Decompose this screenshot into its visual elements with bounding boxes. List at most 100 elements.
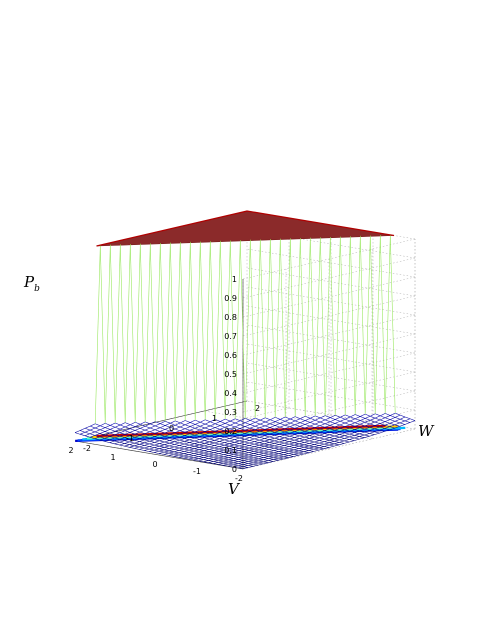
grid-line-z: [246, 362, 416, 392]
mesh-line: [329, 426, 335, 430]
mesh-line: [278, 454, 284, 457]
mesh-line: [375, 413, 381, 417]
mesh-line: [115, 427, 121, 430]
mesh-line: [89, 435, 95, 438]
mesh-line: [354, 429, 360, 432]
z-tick-label: 0.1: [224, 446, 237, 455]
mesh-line: [259, 437, 265, 439]
mesh-line: [263, 452, 269, 455]
mesh-line: [183, 455, 189, 458]
mesh-line: [194, 426, 201, 429]
mesh-line: [339, 426, 345, 429]
mesh-line: [169, 448, 175, 450]
mesh-line: [218, 452, 224, 454]
mesh-line: [329, 441, 335, 443]
mesh-line: [349, 435, 355, 438]
mesh-line: [124, 445, 130, 448]
mesh-line: [379, 421, 386, 424]
mesh-line: [299, 441, 305, 443]
mesh-line: [140, 424, 146, 427]
mesh-line: [278, 456, 284, 459]
mesh-line: [204, 429, 210, 432]
mesh-line: [188, 453, 194, 455]
mesh-line: [269, 435, 275, 438]
mesh-line: [349, 425, 355, 429]
grid-line-z: [246, 229, 416, 259]
mesh-line: [384, 426, 390, 429]
mesh-line: [209, 446, 215, 449]
mesh-line: [190, 419, 196, 423]
mesh-line: [274, 435, 280, 437]
mesh-line: [218, 451, 224, 453]
mesh-line: [339, 422, 346, 426]
mesh-line: [304, 439, 310, 442]
mesh-line: [184, 451, 190, 453]
mesh-line: [233, 463, 239, 466]
mesh-line: [189, 447, 195, 449]
mesh-line: [309, 441, 315, 444]
mesh-line: [298, 450, 304, 452]
mesh-line: [164, 429, 170, 432]
mesh-line: [233, 462, 239, 464]
mesh-line: [124, 438, 130, 441]
mesh-line: [174, 445, 180, 448]
mesh-line: [248, 455, 254, 458]
mesh-line: [89, 433, 95, 436]
mesh-line: [150, 243, 156, 422]
mesh-line: [189, 445, 195, 448]
mesh-line: [144, 423, 151, 427]
mesh-line: [283, 449, 289, 452]
mesh-line: [258, 455, 264, 457]
mesh-line: [203, 455, 209, 458]
mesh-line: [279, 445, 285, 448]
mesh-line: [315, 415, 321, 419]
mesh-line: [263, 459, 269, 461]
mesh-line: [319, 425, 325, 428]
mesh-line: [200, 241, 206, 420]
mesh-line: [125, 426, 131, 429]
mesh-line: [189, 433, 195, 436]
mesh-line: [293, 451, 299, 454]
mesh-line: [144, 439, 150, 442]
mesh-line: [149, 440, 155, 443]
mesh-line: [249, 432, 255, 435]
mesh-line: [174, 446, 180, 449]
mesh-line: [285, 421, 291, 424]
mesh-line: [279, 444, 285, 446]
mesh-line: [180, 422, 186, 426]
mesh-line: [169, 449, 175, 452]
mesh-line: [224, 424, 231, 428]
mesh-line: [134, 243, 141, 423]
mesh-line: [80, 430, 86, 433]
mesh-line: [244, 239, 251, 419]
mesh-line: [228, 460, 234, 463]
mesh-line: [385, 417, 391, 420]
mesh-line: [209, 429, 215, 432]
mesh-line: [259, 427, 265, 430]
mesh-line: [204, 448, 210, 450]
mesh-line: [104, 432, 110, 436]
mesh-line: [218, 453, 224, 455]
mesh-line: [204, 431, 210, 434]
mesh-line: [214, 429, 220, 432]
mesh-line: [114, 437, 120, 440]
mesh-line: [184, 442, 190, 445]
mesh-line: [214, 447, 220, 450]
mesh-line: [175, 420, 181, 424]
mesh-line: [274, 425, 280, 428]
mesh-line: [334, 435, 340, 438]
mesh-line: [384, 234, 391, 414]
mesh-line: [74, 430, 81, 433]
mesh-line: [199, 445, 205, 448]
mesh-line: [208, 450, 215, 452]
mesh-line: [188, 456, 194, 459]
mesh-line: [219, 427, 226, 430]
mesh-line: [304, 446, 310, 449]
mesh-line: [334, 426, 340, 429]
mesh-line: [244, 444, 250, 446]
mesh-line: [299, 432, 305, 435]
mesh-line: [324, 423, 330, 426]
mesh-line: [280, 416, 286, 420]
mesh-line: [223, 458, 229, 461]
mesh-line: [235, 422, 241, 426]
